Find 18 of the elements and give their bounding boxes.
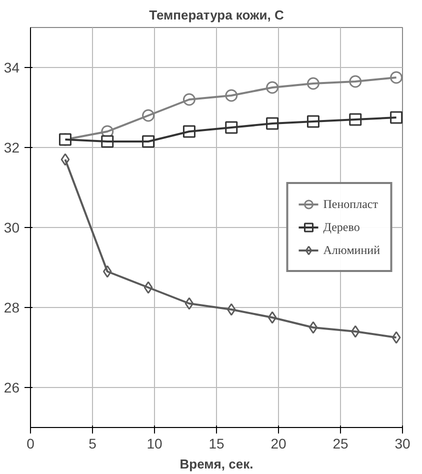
y-tick-label: 34 bbox=[4, 60, 20, 76]
x-tick-label: 15 bbox=[208, 436, 224, 452]
x-tick-label: 30 bbox=[394, 436, 410, 452]
x-tick-label: 5 bbox=[88, 436, 97, 452]
y-tick-label: 30 bbox=[4, 220, 20, 236]
x-axis-title: Время, сек. bbox=[180, 456, 254, 472]
y-tick-label: 32 bbox=[4, 140, 20, 156]
point bbox=[390, 111, 402, 124]
y-tick-label: 26 bbox=[4, 380, 20, 396]
x-tick-label: 0 bbox=[26, 436, 35, 452]
x-tick-label: 25 bbox=[332, 436, 348, 452]
y-tick-label: 28 bbox=[4, 300, 20, 316]
x-tick-label: 10 bbox=[146, 436, 162, 452]
legend-label: Дерево bbox=[323, 220, 360, 234]
legend-label: Пенопласт bbox=[323, 196, 378, 212]
chart-title: Температура кожи, С bbox=[149, 8, 284, 22]
x-tick-label: 20 bbox=[270, 436, 286, 452]
legend-label: Алюминий bbox=[323, 242, 380, 258]
